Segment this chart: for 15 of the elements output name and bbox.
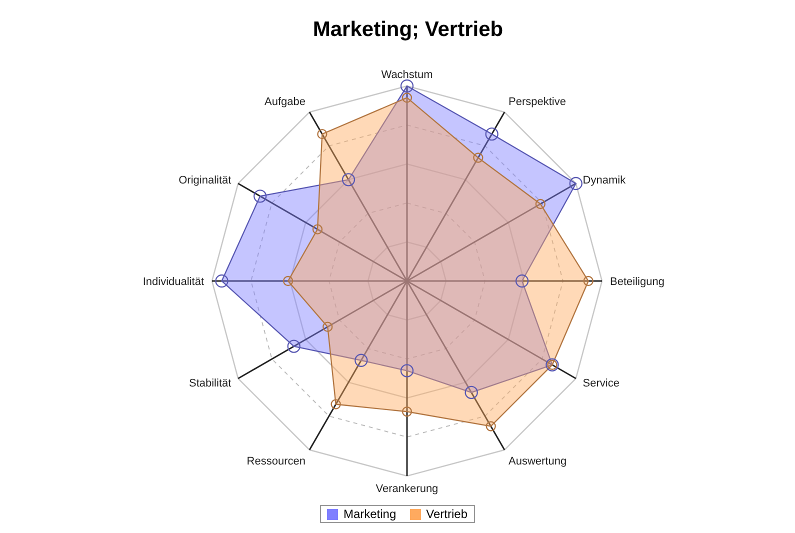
spoke-label: Auswertung (508, 456, 567, 468)
chart-title: Marketing; Vertrieb (312, 18, 504, 42)
spoke-label: Ressourcen (246, 456, 306, 468)
spoke-label: Service (582, 377, 620, 390)
spoke-label: Beteiligung (610, 276, 664, 288)
spoke-label: Wachstum (381, 69, 433, 81)
spoke-label: Perspektive (508, 96, 566, 108)
legend-label: Vertrieb (425, 507, 468, 521)
legend-label: Marketing (342, 507, 396, 521)
spoke-label: Originalität (178, 174, 232, 186)
spoke-label: Stabilität (188, 377, 232, 390)
spoke-label: Dynamik (582, 174, 626, 186)
spoke-label: Aufgabe (264, 96, 306, 108)
spoke-label: Verankerung (376, 482, 438, 495)
spoke-label: Individualität (142, 276, 204, 288)
